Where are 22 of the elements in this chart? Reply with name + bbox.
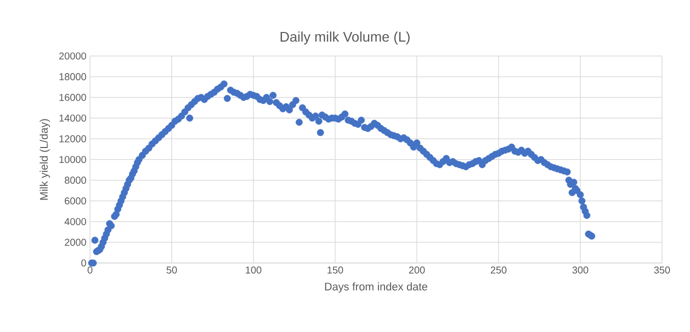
chart-title: Daily milk Volume (L) <box>280 31 410 44</box>
y-tick-label: 12000 <box>60 135 86 142</box>
y-tick-label: 20000 <box>59 52 86 60</box>
y-tick-label: 14000 <box>60 114 86 122</box>
x-tick-label: 0 <box>88 266 92 274</box>
y-tick-label: 18000 <box>60 73 86 80</box>
x-tick-label: 200 <box>409 266 425 274</box>
x-axis-title: Days from index date <box>325 282 428 293</box>
x-tick-label: 300 <box>572 266 588 274</box>
x-tick-label: 150 <box>328 266 344 274</box>
y-tick-label: 4000 <box>64 218 86 226</box>
x-tick-label: 100 <box>246 266 262 274</box>
y-tick-label: 10000 <box>60 156 86 164</box>
x-tick-label: 250 <box>490 266 506 274</box>
y-axis-title: Milk yield (L/day) <box>40 119 50 200</box>
y-tick-label: 6000 <box>64 197 86 204</box>
y-tick-label: 8000 <box>64 176 86 184</box>
y-tick-label: 16000 <box>60 94 86 101</box>
x-tick-label: 50 <box>166 266 177 274</box>
y-tick-label: 2000 <box>64 238 86 246</box>
x-tick-label: 350 <box>654 266 670 274</box>
y-tick-label: 0 <box>81 259 86 267</box>
